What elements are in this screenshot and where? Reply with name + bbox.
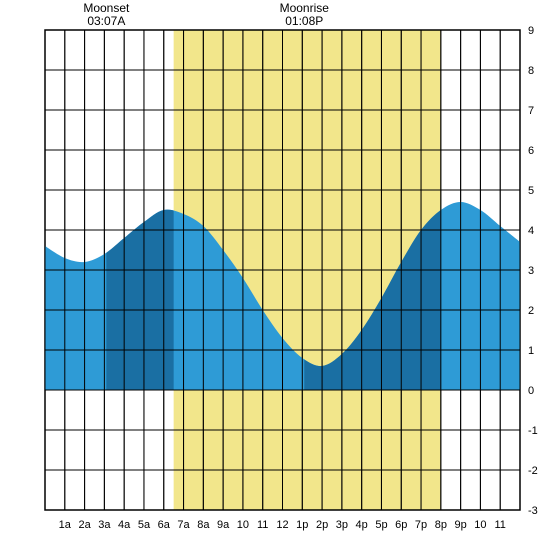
- x-tick-label: 3a: [98, 519, 111, 531]
- x-tick-label: 3p: [336, 519, 348, 531]
- moonset-time: 03:07A: [87, 14, 125, 28]
- x-tick-label: 2p: [316, 519, 328, 531]
- x-tick-label: 11: [257, 519, 268, 531]
- x-tick-label: 9p: [455, 519, 467, 531]
- x-tick-label: 11: [494, 519, 505, 531]
- moonrise-time: 01:08P: [285, 14, 323, 28]
- y-tick-label: 4: [528, 225, 534, 237]
- x-tick-label: 10: [237, 519, 249, 531]
- x-tick-label: 4a: [118, 519, 131, 531]
- y-tick-label: -3: [528, 505, 538, 517]
- x-tick-label: 8a: [197, 519, 210, 531]
- x-tick-label: 7a: [177, 519, 190, 531]
- y-tick-label: 3: [528, 265, 534, 277]
- x-tick-label: 1p: [296, 519, 308, 531]
- x-tick-label: 6p: [395, 519, 407, 531]
- x-tick-label: 12: [276, 519, 288, 531]
- x-tick-label: 7p: [415, 519, 427, 531]
- y-tick-label: 2: [528, 305, 534, 317]
- x-tick-label: 5a: [138, 519, 151, 531]
- y-tick-label: 6: [528, 145, 534, 157]
- y-tick-label: 0: [528, 385, 534, 397]
- x-tick-label: 10: [474, 519, 486, 531]
- x-tick-label: 4p: [356, 519, 368, 531]
- x-tick-label: 6a: [158, 519, 171, 531]
- tide-chart: -3-2-101234567891a2a3a4a5a6a7a8a9a101112…: [0, 0, 550, 550]
- moonrise-label: Moonrise: [280, 1, 330, 15]
- y-tick-label: 1: [528, 345, 534, 357]
- y-tick-label: -1: [528, 425, 538, 437]
- y-tick-label: 9: [528, 25, 534, 37]
- x-tick-label: 1a: [59, 519, 72, 531]
- y-tick-label: 7: [528, 105, 534, 117]
- x-tick-label: 9a: [217, 519, 230, 531]
- x-tick-label: 8p: [435, 519, 447, 531]
- x-tick-label: 2a: [78, 519, 91, 531]
- chart-svg: -3-2-101234567891a2a3a4a5a6a7a8a9a101112…: [0, 0, 550, 550]
- y-tick-label: 8: [528, 65, 534, 77]
- y-tick-label: 5: [528, 185, 534, 197]
- x-tick-label: 5p: [375, 519, 387, 531]
- y-tick-label: -2: [528, 465, 538, 477]
- moonset-label: Moonset: [83, 1, 130, 15]
